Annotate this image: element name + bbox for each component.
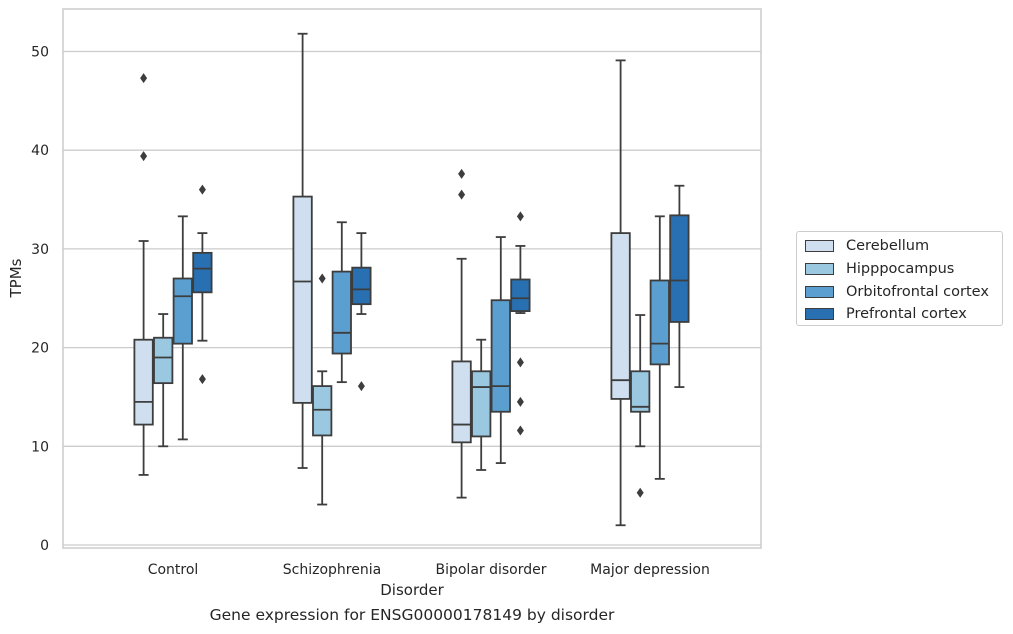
outlier-point-0 [636, 487, 644, 498]
box-orbitofrontal-cortex-schizophrenia [331, 221, 352, 384]
legend-swatch-hippocampus [805, 263, 834, 276]
y-tick-label-30: 30 [31, 242, 49, 258]
box-hipppocampus-bipolar-disorder [471, 338, 492, 471]
x-tick-label-2: Bipolar disorder [435, 562, 546, 578]
x-tick-labels: Control Schizophrenia Bipolar disorder Majo… [148, 562, 710, 578]
outlier-point-1 [198, 184, 206, 195]
outlier-point-1 [140, 73, 148, 84]
box-prefrontal-cortex-major-depression [669, 184, 690, 388]
box-iqr [490, 299, 511, 413]
box-iqr [451, 360, 472, 444]
box-iqr [153, 336, 174, 385]
box-prefrontal-cortex-schizophrenia [351, 232, 372, 392]
box-iqr [331, 270, 352, 355]
boxes [133, 32, 690, 527]
outlier-point-0 [198, 374, 206, 385]
x-tick-label-3: Major depression [590, 562, 710, 578]
legend-label-orbitofrontal-cortex: Orbitofrontal cortex [846, 283, 989, 300]
box-iqr [630, 370, 651, 413]
outlier-point-0 [318, 273, 326, 284]
box-prefrontal-cortex-control [192, 184, 213, 385]
box-iqr [292, 195, 313, 404]
outlier-point-0 [458, 189, 466, 200]
legend-label-prefrontal-cortex: Prefrontal cortex [846, 306, 967, 323]
outlier-point-0 [140, 151, 148, 162]
y-axis-label: TPMs [7, 258, 25, 298]
box-iqr [172, 277, 193, 345]
legend-swatch-orbitofrontal-cortex [805, 285, 834, 298]
chart-caption: Gene expression for ENSG00000178149 by d… [209, 606, 615, 624]
box-cerebellum-control [133, 73, 154, 476]
legend: Cerebellum Hipppocampus Orbitofrontal co… [796, 231, 1003, 326]
legend-label-cerebellum: Cerebellum [846, 238, 930, 255]
outlier-point-2 [516, 357, 524, 368]
box-cerebellum-schizophrenia [292, 32, 313, 469]
box-iqr [351, 266, 372, 306]
outlier-point-3 [516, 211, 524, 222]
legend-swatch-cerebellum [805, 240, 834, 253]
box-prefrontal-cortex-bipolar-disorder [510, 211, 531, 436]
grid-lines [63, 50, 761, 546]
legend-item-cerebellum: Cerebellum [805, 235, 1002, 258]
plot-frame [62, 8, 762, 549]
outlier-point-0 [357, 381, 365, 392]
legend-label-hippocampus: Hipppocampus [846, 261, 955, 278]
y-tick-label-10: 10 [31, 439, 49, 455]
y-tick-label-0: 0 [40, 538, 49, 554]
outlier-point-0 [516, 425, 524, 436]
y-tick-label-50: 50 [31, 45, 49, 61]
box-cerebellum-major-depression [610, 59, 631, 527]
legend-swatch-prefrontal-cortex [805, 308, 834, 321]
outlier-point-1 [458, 168, 466, 179]
box-iqr [610, 232, 631, 400]
box-iqr [669, 214, 690, 323]
x-tick-label-1: Schizophrenia [283, 562, 381, 578]
legend-item-prefrontal-cortex: Prefrontal cortex [805, 303, 1002, 326]
box-iqr [510, 278, 531, 312]
box-hipppocampus-major-depression [630, 314, 651, 498]
y-tick-label-40: 40 [31, 143, 49, 159]
box-orbitofrontal-cortex-control [172, 215, 193, 441]
box-iqr [192, 251, 213, 294]
box-orbitofrontal-cortex-bipolar-disorder [490, 236, 511, 464]
legend-item-orbitofrontal-cortex: Orbitofrontal cortex [805, 280, 1002, 303]
x-tick-label-0: Control [148, 562, 199, 578]
box-hipppocampus-schizophrenia [312, 273, 333, 506]
y-tick-labels: 0 10 20 30 40 50 [31, 45, 49, 555]
box-iqr [133, 338, 154, 426]
box-iqr [312, 385, 333, 437]
x-axis-label: Disorder [380, 581, 444, 599]
box-cerebellum-bipolar-disorder [451, 168, 472, 499]
outlier-point-1 [516, 396, 524, 407]
box-orbitofrontal-cortex-major-depression [649, 215, 670, 480]
legend-item-hippocampus: Hipppocampus [805, 258, 1002, 281]
box-iqr [471, 370, 492, 438]
y-tick-label-20: 20 [31, 341, 49, 357]
box-iqr [649, 279, 670, 366]
box-hipppocampus-control [153, 313, 174, 448]
